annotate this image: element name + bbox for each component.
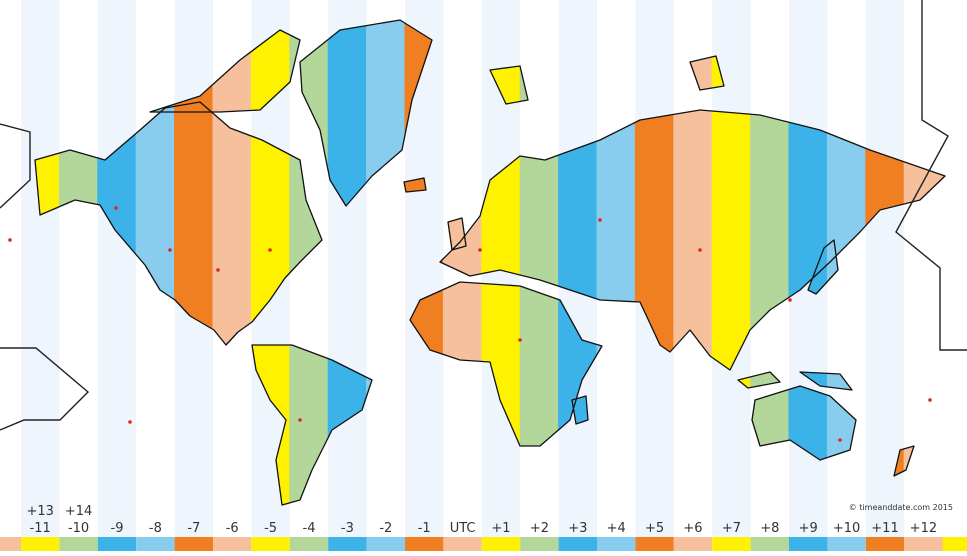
date-line (0, 123, 31, 209)
zone-label: -4 (303, 521, 316, 536)
zone-label: +5 (645, 521, 664, 536)
zone-land (0, 0, 21, 537)
zone-swatch (174, 537, 213, 551)
zone-swatch (97, 537, 137, 551)
zone-label: +3 (568, 521, 587, 536)
zone-swatch (520, 537, 559, 551)
zone-swatch (904, 537, 943, 551)
zone-land (596, 20, 636, 505)
zone-label: -5 (264, 521, 277, 536)
city (114, 206, 118, 210)
zone-land (442, 20, 483, 505)
zone-swatch (21, 537, 60, 551)
zone-swatch (597, 537, 636, 551)
copyright: © timeanddate.com 2015 (849, 503, 953, 512)
zone-swatch (405, 537, 444, 551)
zone-swatch (712, 537, 751, 551)
city (8, 238, 12, 242)
zone-swatch (673, 537, 713, 551)
zone-label: +11 (871, 521, 898, 536)
zone-swatch (443, 537, 482, 551)
zone-swatch (366, 537, 405, 551)
zone-label: -2 (379, 521, 392, 536)
city (128, 420, 132, 424)
city (598, 218, 602, 222)
zone-label: -9 (111, 521, 124, 536)
zone-land (673, 20, 713, 505)
zone-land (750, 20, 790, 505)
zone-label-extra: +14 (65, 504, 92, 519)
zone-swatch (481, 537, 521, 551)
zone-label: +1 (491, 521, 510, 536)
zone-label: -1 (418, 521, 431, 536)
zone-label: +10 (833, 521, 860, 536)
zone-label: +9 (799, 521, 818, 536)
zone-land (826, 20, 867, 505)
zone-stripe (865, 0, 905, 537)
zone-land (135, 20, 176, 505)
zone-swatch (213, 537, 252, 551)
date-line (0, 347, 90, 431)
zone-label: +8 (760, 521, 779, 536)
zone-swatch (251, 537, 290, 551)
zone-swatch-wrap (0, 537, 21, 551)
zone-swatch (635, 537, 674, 551)
zone-swatch (136, 537, 175, 551)
zone-label: -3 (341, 521, 354, 536)
city (928, 398, 932, 402)
zone-land (519, 20, 560, 505)
cities (8, 206, 932, 442)
zone-label: -6 (226, 521, 239, 536)
zone-label: -8 (149, 521, 162, 536)
zone-swatch-wrap (942, 537, 967, 551)
zone-swatch (827, 537, 866, 551)
date-line (895, 0, 967, 351)
zone-swatch (289, 537, 329, 551)
city (838, 438, 842, 442)
zone-land (289, 20, 329, 505)
zone-stripe (21, 0, 60, 537)
zone-label: -11 (30, 521, 51, 536)
zone-swatch (865, 537, 905, 551)
zone-land (942, 20, 945, 505)
city (216, 268, 220, 272)
city (268, 248, 272, 252)
zone-label: +12 (910, 521, 937, 536)
city (518, 338, 522, 342)
zone-label-extra: +13 (26, 504, 53, 519)
zone-label: +7 (722, 521, 741, 536)
city (298, 418, 302, 422)
zone-land (903, 20, 944, 505)
zone-label: +4 (607, 521, 626, 536)
city (168, 248, 172, 252)
zone-land (366, 20, 406, 505)
zone-swatch (558, 537, 597, 551)
zone-label: UTC (450, 521, 476, 536)
zone-label: +2 (530, 521, 549, 536)
zone-stripe (97, 0, 137, 537)
zone-swatch (328, 537, 367, 551)
zone-swatch (750, 537, 789, 551)
zone-label: -7 (187, 521, 200, 536)
zone-label: -10 (68, 521, 89, 536)
city (698, 248, 702, 252)
city (478, 248, 482, 252)
zone-label: +6 (683, 521, 702, 536)
zone-swatch (789, 537, 828, 551)
zone-land (58, 20, 99, 505)
zone-swatch (59, 537, 98, 551)
city (788, 298, 792, 302)
